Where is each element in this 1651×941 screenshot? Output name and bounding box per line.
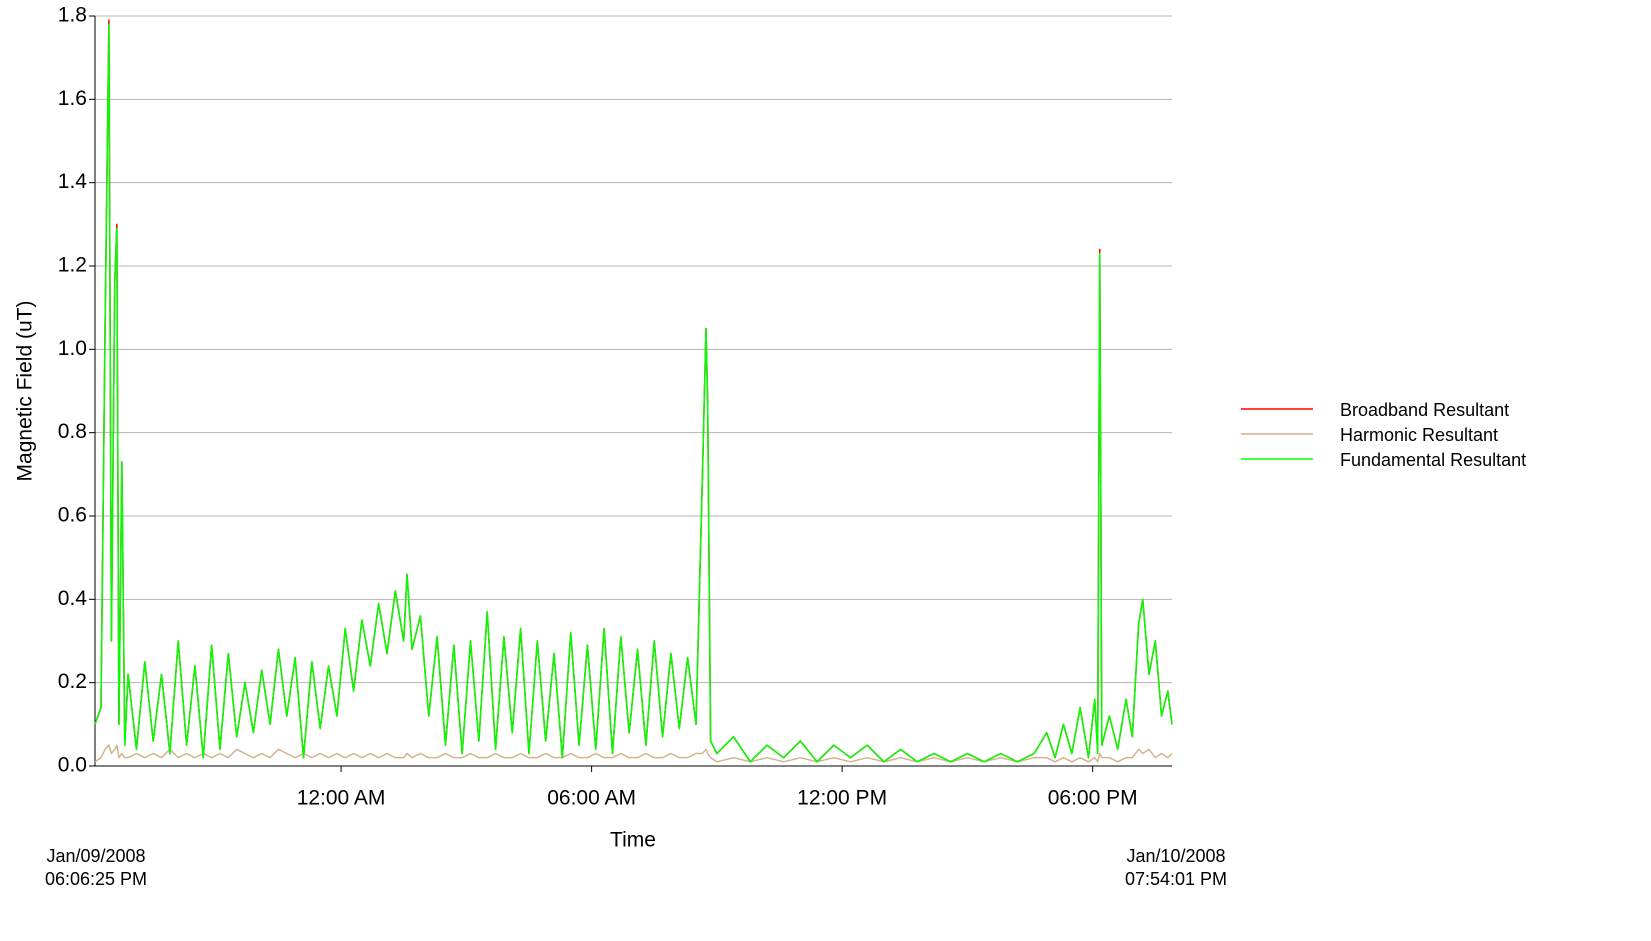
x-axis-title: Time [610,829,656,852]
x-tick-label: 06:00 PM [1048,787,1138,810]
legend-label: Harmonic Resultant [1340,425,1498,445]
x-tick-label: 12:00 PM [797,787,887,810]
y-tick-label: 0.6 [58,504,87,527]
y-tick-label: 1.2 [58,254,87,277]
series-line [94,19,1173,763]
x-tick-label: 06:00 AM [547,787,636,810]
y-tick-label: 1.4 [58,170,88,193]
end-date: Jan/10/2008 [1126,846,1225,866]
y-tick-label: 1.6 [58,87,87,110]
series-line [94,744,1173,763]
series-line [94,23,1173,763]
end-time: 07:54:01 PM [1125,869,1227,889]
y-tick-label: 1.8 [58,4,87,27]
legend-label: Broadband Resultant [1340,400,1509,420]
y-tick-label: 1.0 [58,337,87,360]
y-tick-label: 0.2 [58,670,87,693]
x-tick-label: 12:00 AM [297,787,386,810]
legend-label: Fundamental Resultant [1340,450,1526,470]
y-tick-label: 0.0 [58,754,87,777]
start-date: Jan/09/2008 [46,846,145,866]
y-tick-label: 0.4 [58,587,88,610]
y-tick-label: 0.8 [58,420,87,443]
start-time: 06:06:25 PM [45,869,147,889]
y-axis-title: Magnetic Field (uT) [14,301,37,482]
